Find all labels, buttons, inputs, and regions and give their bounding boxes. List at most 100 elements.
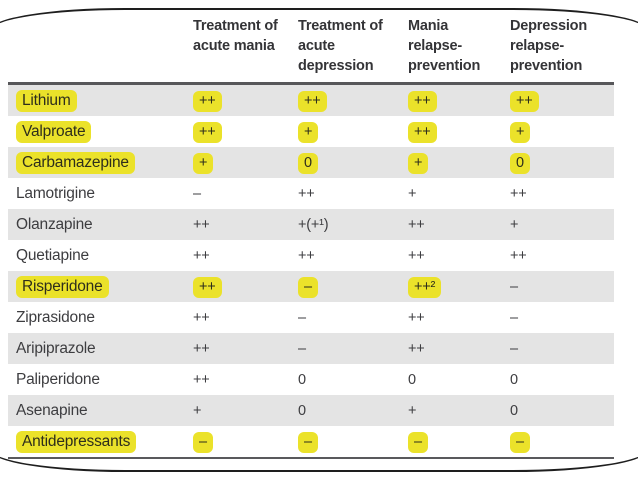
efficacy-cell: 0 <box>510 152 614 174</box>
efficacy-value: ++ <box>298 247 315 264</box>
drug-name: Antidepressants <box>16 430 137 453</box>
column-header-label: Mania relapse-prevention <box>408 18 481 74</box>
efficacy-value: – <box>510 278 518 295</box>
efficacy-cell: ++ <box>510 186 614 202</box>
efficacy-cell: ++² <box>408 276 510 298</box>
efficacy-cell: ++ <box>408 310 510 326</box>
table-row: Olanzapine ++ +(+¹) ++ + <box>8 209 614 240</box>
drug-name: Olanzapine <box>16 215 93 233</box>
table-row: Carbamazepine +0 +0 <box>8 147 614 178</box>
efficacy-cell: ++ <box>298 248 408 264</box>
drug-name-cell: Carbamazepine <box>8 151 193 174</box>
efficacy-cell: 0 <box>510 372 614 388</box>
efficacy-value: ++ <box>298 90 327 112</box>
drug-name: Quetiapine <box>16 246 89 264</box>
efficacy-cell: ++ <box>510 90 614 112</box>
efficacy-cell: ++ <box>408 121 510 143</box>
efficacy-cell: ++ <box>193 372 298 388</box>
efficacy-cell: ++ <box>193 341 298 357</box>
efficacy-value: – <box>298 431 318 453</box>
table-row: Lithium ++ ++ ++ ++ <box>8 85 614 116</box>
column-header-mania-relapse: Mania relapse-prevention <box>408 14 510 82</box>
table-row: Asenapine +0 +0 <box>8 395 614 426</box>
table-row: Paliperidone ++ 0 0 0 <box>8 364 614 395</box>
efficacy-cell: ++ <box>193 276 298 298</box>
efficacy-cell: ++ <box>193 248 298 264</box>
drug-name-cell: Lithium <box>8 89 193 112</box>
efficacy-cell: + <box>510 121 614 143</box>
drug-name-cell: Asenapine <box>8 402 193 420</box>
efficacy-cell: – <box>510 431 614 453</box>
efficacy-cell: ++ <box>298 90 408 112</box>
efficacy-cell: – <box>510 341 614 357</box>
efficacy-value: + <box>408 185 417 202</box>
efficacy-cell: + <box>408 152 510 174</box>
efficacy-value: + <box>193 402 202 419</box>
efficacy-cell: – <box>298 341 408 357</box>
efficacy-cell: ++ <box>408 341 510 357</box>
efficacy-cell: 0 <box>298 372 408 388</box>
efficacy-value: – <box>408 431 428 453</box>
efficacy-cell: + <box>298 121 408 143</box>
efficacy-value: ++ <box>510 247 527 264</box>
drug-name: Ziprasidone <box>16 308 95 326</box>
column-header-acute-depression: Treatment of acute depression <box>298 14 408 82</box>
efficacy-table: Treatment of acute mania Treatment of ac… <box>8 14 614 459</box>
efficacy-cell: – <box>193 431 298 453</box>
efficacy-value: ++ <box>510 90 539 112</box>
efficacy-cell: ++ <box>408 248 510 264</box>
efficacy-cell: – <box>510 279 614 295</box>
column-header-drug <box>8 14 193 82</box>
efficacy-value: ++ <box>193 90 222 112</box>
efficacy-cell: +(+¹) <box>298 217 408 233</box>
efficacy-value: ++ <box>193 121 222 143</box>
efficacy-value: ++ <box>408 309 425 326</box>
efficacy-cell: ++ <box>408 90 510 112</box>
efficacy-value: – <box>298 276 318 298</box>
efficacy-value: ++ <box>408 121 437 143</box>
drug-name: Asenapine <box>16 401 88 419</box>
efficacy-cell: – <box>510 310 614 326</box>
efficacy-value: – <box>510 431 530 453</box>
efficacy-value: – <box>193 431 213 453</box>
table-row: Antidepressants – – – – <box>8 426 614 457</box>
drug-name-cell: Olanzapine <box>8 216 193 234</box>
efficacy-value: ++ <box>408 340 425 357</box>
efficacy-cell: + <box>193 152 298 174</box>
table-row: Valproate ++ + ++ + <box>8 116 614 147</box>
efficacy-value: – <box>510 340 518 357</box>
efficacy-value: ++² <box>408 276 442 298</box>
efficacy-cell: ++ <box>408 217 510 233</box>
efficacy-cell: + <box>193 403 298 419</box>
efficacy-value: ++ <box>408 216 425 233</box>
efficacy-cell: ++ <box>510 248 614 264</box>
efficacy-value: – <box>298 309 306 326</box>
table-row: Ziprasidone ++ – ++ – <box>8 302 614 333</box>
efficacy-value: + <box>408 152 429 174</box>
efficacy-cell: ++ <box>193 217 298 233</box>
drug-name-cell: Paliperidone <box>8 371 193 389</box>
efficacy-cell: 0 <box>510 403 614 419</box>
drug-name: Paliperidone <box>16 370 100 388</box>
efficacy-value: ++ <box>193 276 222 298</box>
efficacy-cell: ++ <box>193 121 298 143</box>
efficacy-cell: – <box>408 431 510 453</box>
efficacy-cell: ++ <box>298 186 408 202</box>
efficacy-cell: + <box>408 186 510 202</box>
efficacy-value: – <box>298 340 306 357</box>
efficacy-value: ++ <box>193 247 210 264</box>
drug-name: Aripiprazole <box>16 339 96 357</box>
column-header-label: Depression relapse-prevention <box>510 18 587 74</box>
drug-name: Lithium <box>16 89 77 112</box>
efficacy-cell: – <box>193 186 298 202</box>
drug-name-cell: Quetiapine <box>8 247 193 265</box>
drug-name-cell: Ziprasidone <box>8 309 193 327</box>
drug-name: Carbamazepine <box>16 151 135 174</box>
efficacy-cell: – <box>298 431 408 453</box>
efficacy-cell: – <box>298 276 408 298</box>
table-header-row: Treatment of acute mania Treatment of ac… <box>8 14 614 85</box>
efficacy-cell: + <box>510 217 614 233</box>
efficacy-value: + <box>193 152 214 174</box>
efficacy-cell: + <box>408 403 510 419</box>
efficacy-value: 0 <box>408 371 416 388</box>
